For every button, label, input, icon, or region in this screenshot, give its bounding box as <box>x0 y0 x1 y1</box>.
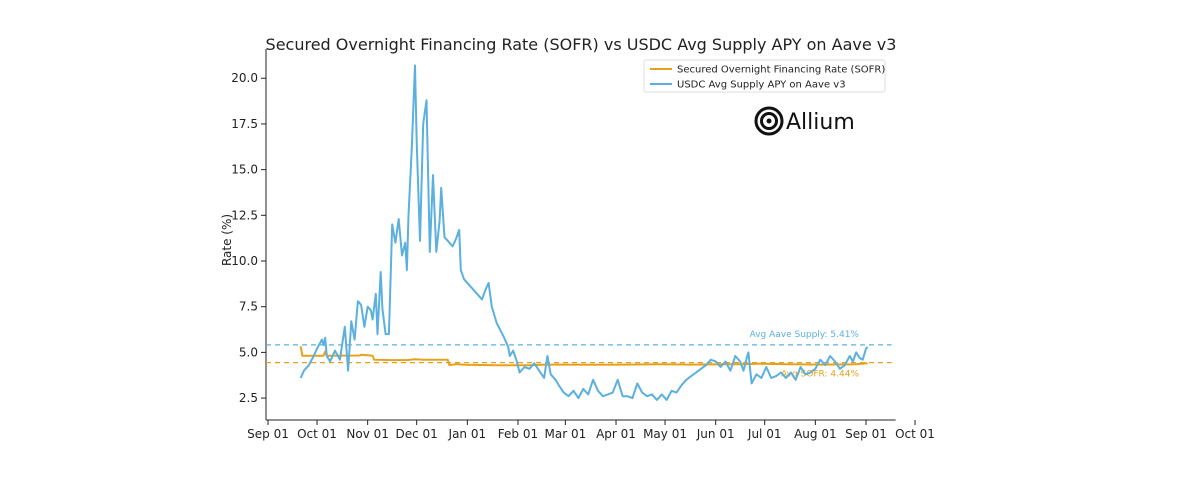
legend: Secured Overnight Financing Rate (SOFR) … <box>643 59 886 93</box>
x-tick-label: Oct 01 <box>895 427 935 441</box>
y-tick-label: 17.5 <box>231 117 258 131</box>
allium-logo: Allium <box>754 106 855 136</box>
x-tick-label: Apr 01 <box>596 427 636 441</box>
x-tick-label: Sep 01 <box>247 427 289 441</box>
chart-title: Secured Overnight Financing Rate (SOFR) … <box>266 35 897 54</box>
x-tick-label: Mar 01 <box>544 427 586 441</box>
series-line-sofr <box>299 346 868 367</box>
legend-label-sofr: Secured Overnight Financing Rate (SOFR) <box>677 65 885 76</box>
x-tick-label: Jun 01 <box>696 427 735 441</box>
reference-label-avg-sofr: Avg SOFR: 4.44% <box>781 370 859 380</box>
x-tick-label: Nov 01 <box>346 427 389 441</box>
y-tick-label: 12.5 <box>231 208 258 222</box>
x-tick-label: Sep 01 <box>845 427 887 441</box>
reference-label-avg-aave-supply: Avg Aave Supply: 5.41% <box>750 330 860 340</box>
x-tick-label: Aug 01 <box>794 427 837 441</box>
allium-logo-text: Allium <box>786 110 855 135</box>
y-tick-label: 20.0 <box>231 71 258 85</box>
y-tick-label: 7.5 <box>239 300 258 314</box>
x-tick-label: Jan 01 <box>448 427 487 441</box>
y-axis-label: Rate (%) <box>220 214 234 266</box>
legend-label-aave: USDC Avg Supply APY on Aave v3 <box>677 80 846 91</box>
x-tick-label: Dec 01 <box>396 427 438 441</box>
x-tick-label: May 01 <box>643 427 687 441</box>
x-tick-label: Jul 01 <box>747 427 782 441</box>
y-tick-label: 10.0 <box>231 254 258 268</box>
allium-logo-icon <box>754 106 784 136</box>
series-line-aave-supply <box>299 64 869 401</box>
x-tick-label: Oct 01 <box>297 427 337 441</box>
y-tick-label: 5.0 <box>239 345 258 359</box>
y-tick-label: 15.0 <box>231 163 258 177</box>
x-tick-label: Feb 01 <box>498 427 538 441</box>
legend-box <box>643 59 886 93</box>
y-tick-label: 2.5 <box>239 391 258 405</box>
plot-area: 2.5 5.0 7.5 10.0 12.5 15.0 17.5 20.0 Sep 01 Oct 0… <box>231 49 935 441</box>
